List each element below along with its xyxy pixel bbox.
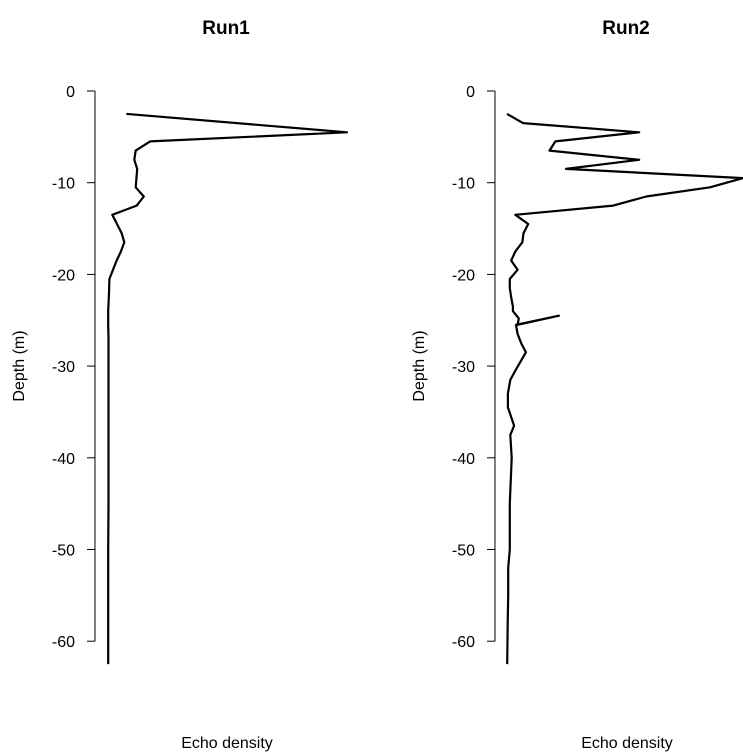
x-axis-label: Echo density — [581, 735, 673, 752]
echo-density-line — [506, 112, 743, 665]
chart-title: Run1 — [202, 18, 250, 39]
chart-title: Run2 — [602, 18, 650, 39]
y-tick-label: -50 — [52, 543, 75, 560]
plot-area — [107, 112, 349, 665]
y-tick-label: -10 — [52, 176, 75, 193]
echo-density-line — [107, 112, 349, 665]
x-axis-label: Echo density — [181, 735, 273, 752]
y-tick-label: 0 — [66, 84, 75, 101]
y-tick-label: -60 — [452, 634, 475, 651]
y-tick-label: -20 — [452, 267, 475, 284]
y-tick-label: -30 — [52, 359, 75, 376]
y-tick-label: -40 — [52, 451, 75, 468]
y-tick-label: 0 — [466, 84, 475, 101]
y-tick-label: -20 — [52, 267, 75, 284]
y-tick-label: -60 — [52, 634, 75, 651]
plot-area — [506, 112, 743, 665]
y-axis-label: Depth (m) — [411, 330, 428, 401]
y-axis: 0 -10 -20 -30 -40 -50 -60 — [452, 84, 496, 651]
chart-panel-run2: Run2 0 -10 -20 -30 -40 -50 -60 Depth (m) Echo … — [411, 18, 743, 752]
y-tick-label: -40 — [452, 451, 475, 468]
y-tick-label: -10 — [452, 176, 475, 193]
y-tick-label: -50 — [452, 543, 475, 560]
y-axis-label: Depth (m) — [11, 330, 28, 401]
y-axis: 0 -10 -20 -30 -40 -50 -60 — [52, 84, 96, 651]
chart-panel-run1: Run1 0 -10 -20 -30 -40 -50 -60 Depth (m) Echo … — [11, 18, 349, 752]
y-tick-label: -30 — [452, 359, 475, 376]
